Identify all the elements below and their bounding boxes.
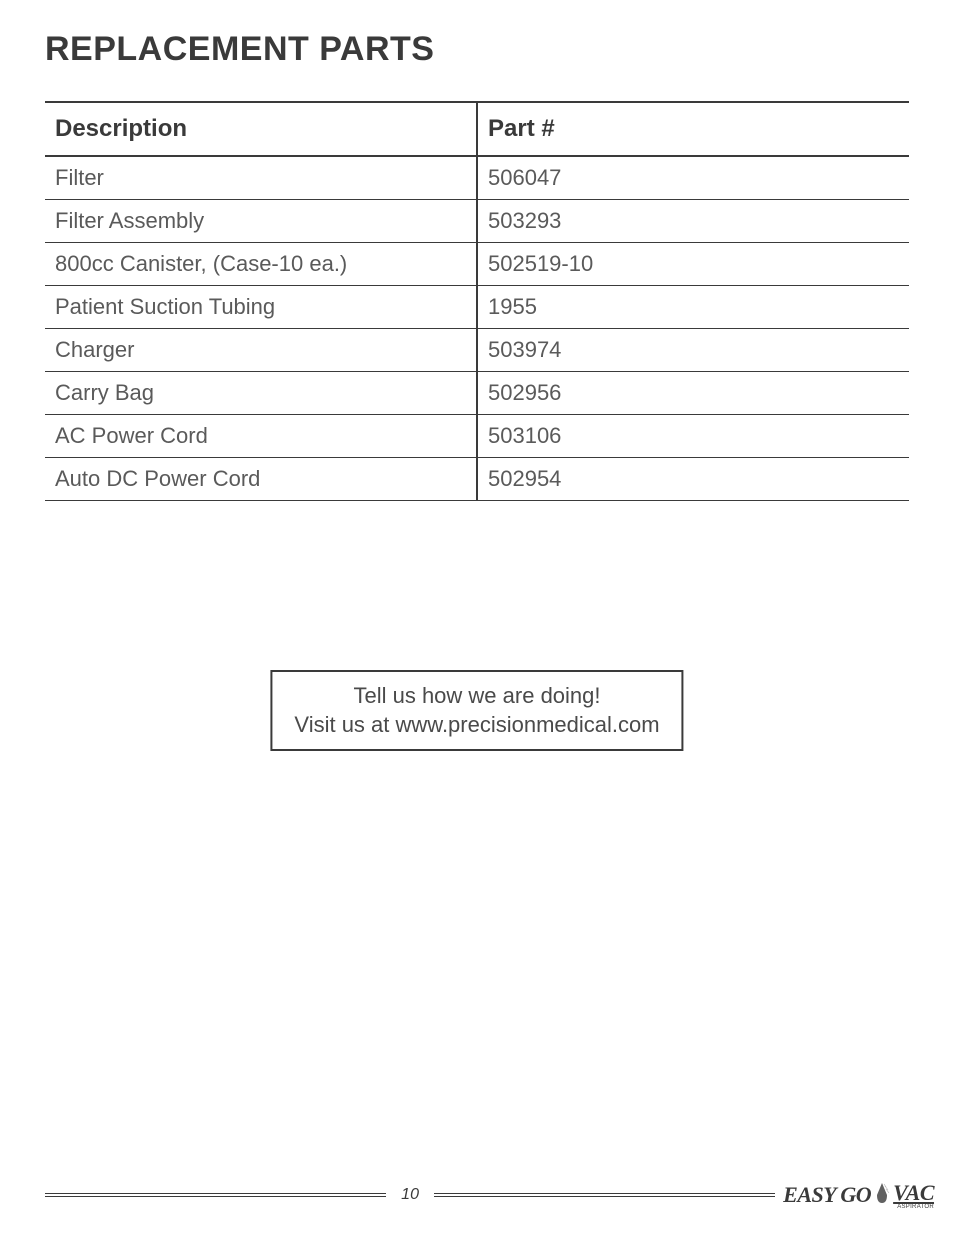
column-header-description: Description: [45, 102, 477, 156]
feedback-line-2: Visit us at www.precisionmedical.com: [294, 711, 659, 740]
parts-table: Description Part # Filter 506047 Filter …: [45, 101, 909, 501]
cell-description: Filter: [45, 156, 477, 200]
table-row: Patient Suction Tubing 1955: [45, 286, 909, 329]
feedback-line-1: Tell us how we are doing!: [294, 682, 659, 711]
page-title: REPLACEMENT PARTS: [45, 30, 909, 69]
table-row: Filter Assembly 503293: [45, 200, 909, 243]
table-header-row: Description Part #: [45, 102, 909, 156]
feedback-box: Tell us how we are doing! Visit us at ww…: [270, 670, 683, 751]
table-row: 800cc Canister, (Case-10 ea.) 502519-10: [45, 243, 909, 286]
footer-rule-right: [434, 1193, 775, 1197]
table-row: Carry Bag 502956: [45, 372, 909, 415]
cell-part: 502519-10: [477, 243, 909, 286]
logo-text-easygo: EASY GO: [783, 1182, 871, 1208]
cell-part: 503974: [477, 329, 909, 372]
cell-part: 502956: [477, 372, 909, 415]
table-row: Auto DC Power Cord 502954: [45, 458, 909, 501]
cell-description: Auto DC Power Cord: [45, 458, 477, 501]
page-footer: 10 EASY GO VAC ASPIRATOR: [45, 1180, 934, 1210]
cell-part: 502954: [477, 458, 909, 501]
table-row: Filter 506047: [45, 156, 909, 200]
easygovac-logo: EASY GO VAC ASPIRATOR: [783, 1180, 934, 1210]
cell-description: AC Power Cord: [45, 415, 477, 458]
page-container: REPLACEMENT PARTS Description Part # Fil…: [0, 0, 954, 1235]
cell-part: 503293: [477, 200, 909, 243]
table-body: Filter 506047 Filter Assembly 503293 800…: [45, 156, 909, 501]
table-row: AC Power Cord 503106: [45, 415, 909, 458]
cell-part: 506047: [477, 156, 909, 200]
cell-description: 800cc Canister, (Case-10 ea.): [45, 243, 477, 286]
logo-text-sub: ASPIRATOR: [897, 1204, 934, 1210]
table-row: Charger 503974: [45, 329, 909, 372]
droplet-icon: [873, 1181, 891, 1209]
cell-description: Carry Bag: [45, 372, 477, 415]
cell-description: Charger: [45, 329, 477, 372]
cell-part: 1955: [477, 286, 909, 329]
logo-vac-wrap: VAC ASPIRATOR: [893, 1180, 934, 1210]
cell-description: Filter Assembly: [45, 200, 477, 243]
column-header-part: Part #: [477, 102, 909, 156]
cell-description: Patient Suction Tubing: [45, 286, 477, 329]
logo-text-vac: VAC: [893, 1180, 934, 1206]
cell-part: 503106: [477, 415, 909, 458]
page-number: 10: [396, 1186, 424, 1204]
footer-rule-left: [45, 1193, 386, 1197]
